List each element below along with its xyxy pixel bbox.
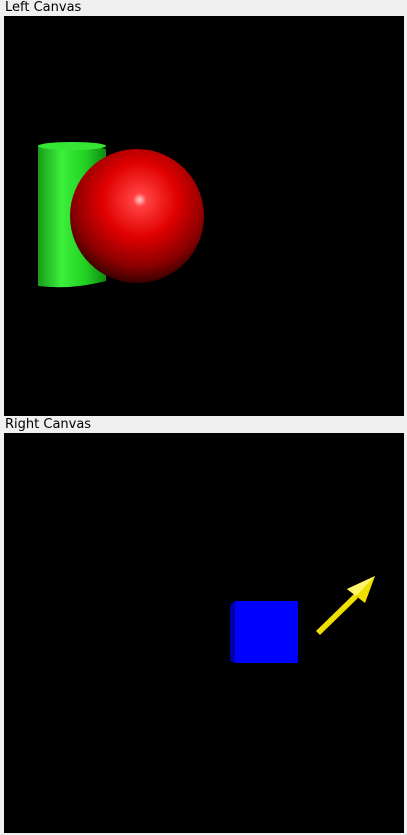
left-canvas[interactable] xyxy=(4,16,404,416)
blue-cube xyxy=(230,601,298,663)
red-sphere xyxy=(70,149,204,283)
left-canvas-label: Left Canvas xyxy=(0,0,407,16)
yellow-arrow xyxy=(316,576,375,635)
right-canvas-label: Right Canvas xyxy=(0,416,407,433)
right-canvas[interactable] xyxy=(4,433,404,833)
right-canvas-scene xyxy=(230,576,375,663)
left-canvas-scene xyxy=(38,142,204,288)
